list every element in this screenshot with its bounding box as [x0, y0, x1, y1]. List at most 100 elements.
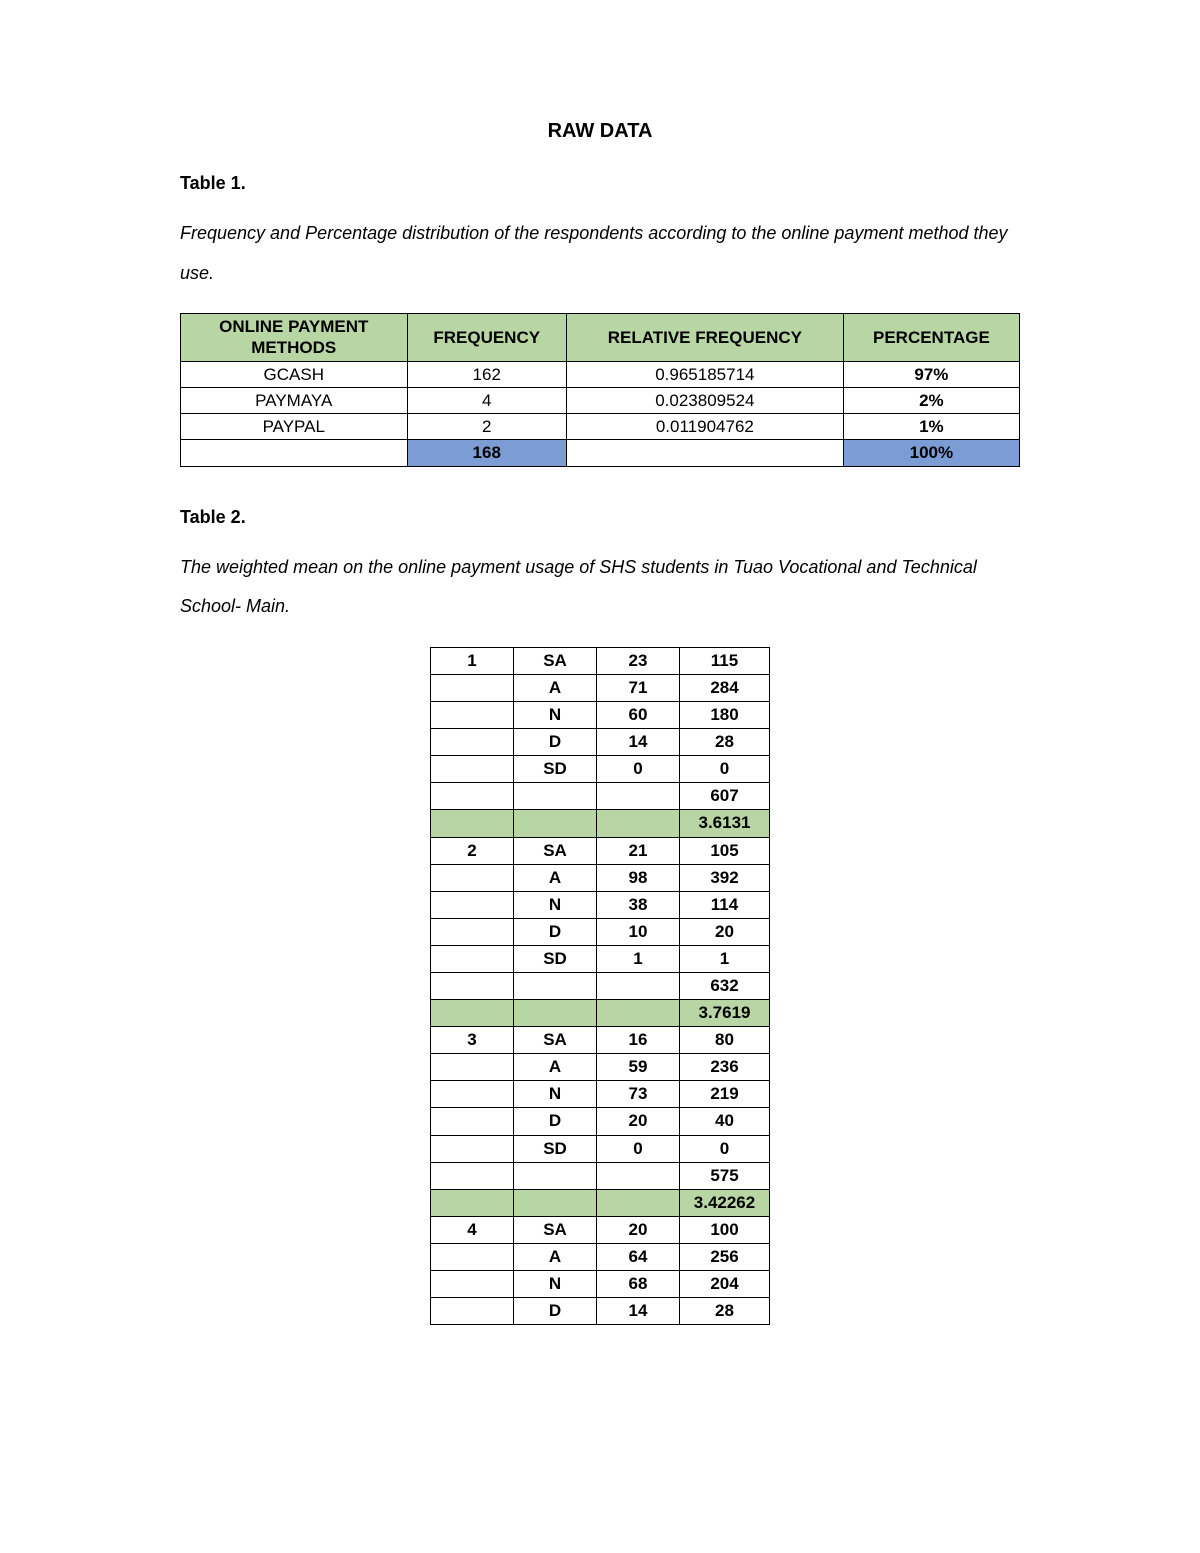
table-cell: SA: [514, 1216, 597, 1243]
table1-caption: Frequency and Percentage distribution of…: [180, 214, 1020, 293]
document-page: RAW DATA Table 1. Frequency and Percenta…: [0, 0, 1200, 1385]
table-cell: [431, 729, 514, 756]
table-cell: [431, 1298, 514, 1325]
table-cell: 100%: [843, 440, 1019, 466]
table-row: N68204: [431, 1271, 770, 1298]
table-cell: 23: [597, 647, 680, 674]
table-cell: [566, 440, 843, 466]
table-cell: 1: [431, 647, 514, 674]
table-cell: SD: [514, 945, 597, 972]
table-cell: [514, 1189, 597, 1216]
table-cell: [431, 1081, 514, 1108]
table1-label: Table 1.: [180, 173, 1020, 194]
table-cell: 3.7619: [680, 1000, 770, 1027]
table-row: A59236: [431, 1054, 770, 1081]
table-cell: 162: [407, 361, 566, 387]
table-cell: 71: [597, 674, 680, 701]
table-cell: 3.6131: [680, 810, 770, 837]
table-cell: 2: [407, 414, 566, 440]
table-cell: 0: [680, 756, 770, 783]
table-row-sum: 632: [431, 973, 770, 1000]
table-cell: [431, 674, 514, 701]
table-cell: 1: [597, 945, 680, 972]
table1-col-header: ONLINE PAYMENT METHODS: [181, 314, 408, 362]
table-row-mean: 3.6131: [431, 810, 770, 837]
table-cell: [597, 1000, 680, 1027]
table-cell: A: [514, 864, 597, 891]
table-cell: 105: [680, 837, 770, 864]
table-cell: 1%: [843, 414, 1019, 440]
table-cell: 204: [680, 1271, 770, 1298]
table-cell: [431, 1135, 514, 1162]
table-cell: D: [514, 918, 597, 945]
table-cell: 284: [680, 674, 770, 701]
table-cell: 607: [680, 783, 770, 810]
table-cell: [514, 1000, 597, 1027]
table-cell: 59: [597, 1054, 680, 1081]
table-row: A64256: [431, 1243, 770, 1270]
table-cell: 2: [431, 837, 514, 864]
table-row: D1428: [431, 729, 770, 756]
table-cell: [431, 973, 514, 1000]
table-cell: [431, 810, 514, 837]
table-cell: 0.965185714: [566, 361, 843, 387]
table-row: A71284: [431, 674, 770, 701]
table-cell: 4: [407, 387, 566, 413]
table-cell: SA: [514, 647, 597, 674]
table-cell: 2%: [843, 387, 1019, 413]
table-cell: [431, 1162, 514, 1189]
table-cell: 100: [680, 1216, 770, 1243]
table-cell: 4: [431, 1216, 514, 1243]
table-cell: [597, 1162, 680, 1189]
table-cell: N: [514, 891, 597, 918]
table-cell: PAYPAL: [181, 414, 408, 440]
table2-body: 1SA23115A71284N60180D1428SD006073.61312S…: [431, 647, 770, 1324]
table-row: N38114: [431, 891, 770, 918]
table-cell: 114: [680, 891, 770, 918]
table-cell: 115: [680, 647, 770, 674]
table-cell: SA: [514, 1027, 597, 1054]
table-cell: 0: [597, 756, 680, 783]
table2-caption: The weighted mean on the online payment …: [180, 548, 1020, 627]
table-cell: 14: [597, 729, 680, 756]
table-cell: [597, 973, 680, 1000]
table-cell: 14: [597, 1298, 680, 1325]
table-row: 3SA1680: [431, 1027, 770, 1054]
table-cell: 80: [680, 1027, 770, 1054]
table-cell: [431, 756, 514, 783]
table-row: SD00: [431, 756, 770, 783]
table-cell: SA: [514, 837, 597, 864]
table-row: N60180: [431, 702, 770, 729]
table-cell: 68: [597, 1271, 680, 1298]
table-row: N73219: [431, 1081, 770, 1108]
table-row-sum: 575: [431, 1162, 770, 1189]
table-row: D1428: [431, 1298, 770, 1325]
table-cell: 632: [680, 973, 770, 1000]
table-cell: 219: [680, 1081, 770, 1108]
table-row-mean: 3.7619: [431, 1000, 770, 1027]
table-cell: [431, 945, 514, 972]
table-cell: [431, 1271, 514, 1298]
table-cell: PAYMAYA: [181, 387, 408, 413]
table-cell: 575: [680, 1162, 770, 1189]
table1-body: GCASH1620.96518571497%PAYMAYA40.02380952…: [181, 361, 1020, 466]
table-cell: 28: [680, 1298, 770, 1325]
table-cell: [514, 1162, 597, 1189]
table-cell: [597, 783, 680, 810]
table-cell: [431, 918, 514, 945]
page-title: RAW DATA: [180, 120, 1020, 143]
table-cell: N: [514, 1081, 597, 1108]
table-row: D2040: [431, 1108, 770, 1135]
table-cell: 0: [680, 1135, 770, 1162]
table-row-sum: 607: [431, 783, 770, 810]
table-cell: [514, 973, 597, 1000]
table-cell: [431, 1243, 514, 1270]
table-cell: 3.42262: [680, 1189, 770, 1216]
table-cell: 20: [680, 918, 770, 945]
table-cell: [514, 810, 597, 837]
table-cell: 168: [407, 440, 566, 466]
table-cell: [431, 783, 514, 810]
table-row: 2SA21105: [431, 837, 770, 864]
table1-total-row: 168 100%: [181, 440, 1020, 466]
table-cell: 3: [431, 1027, 514, 1054]
